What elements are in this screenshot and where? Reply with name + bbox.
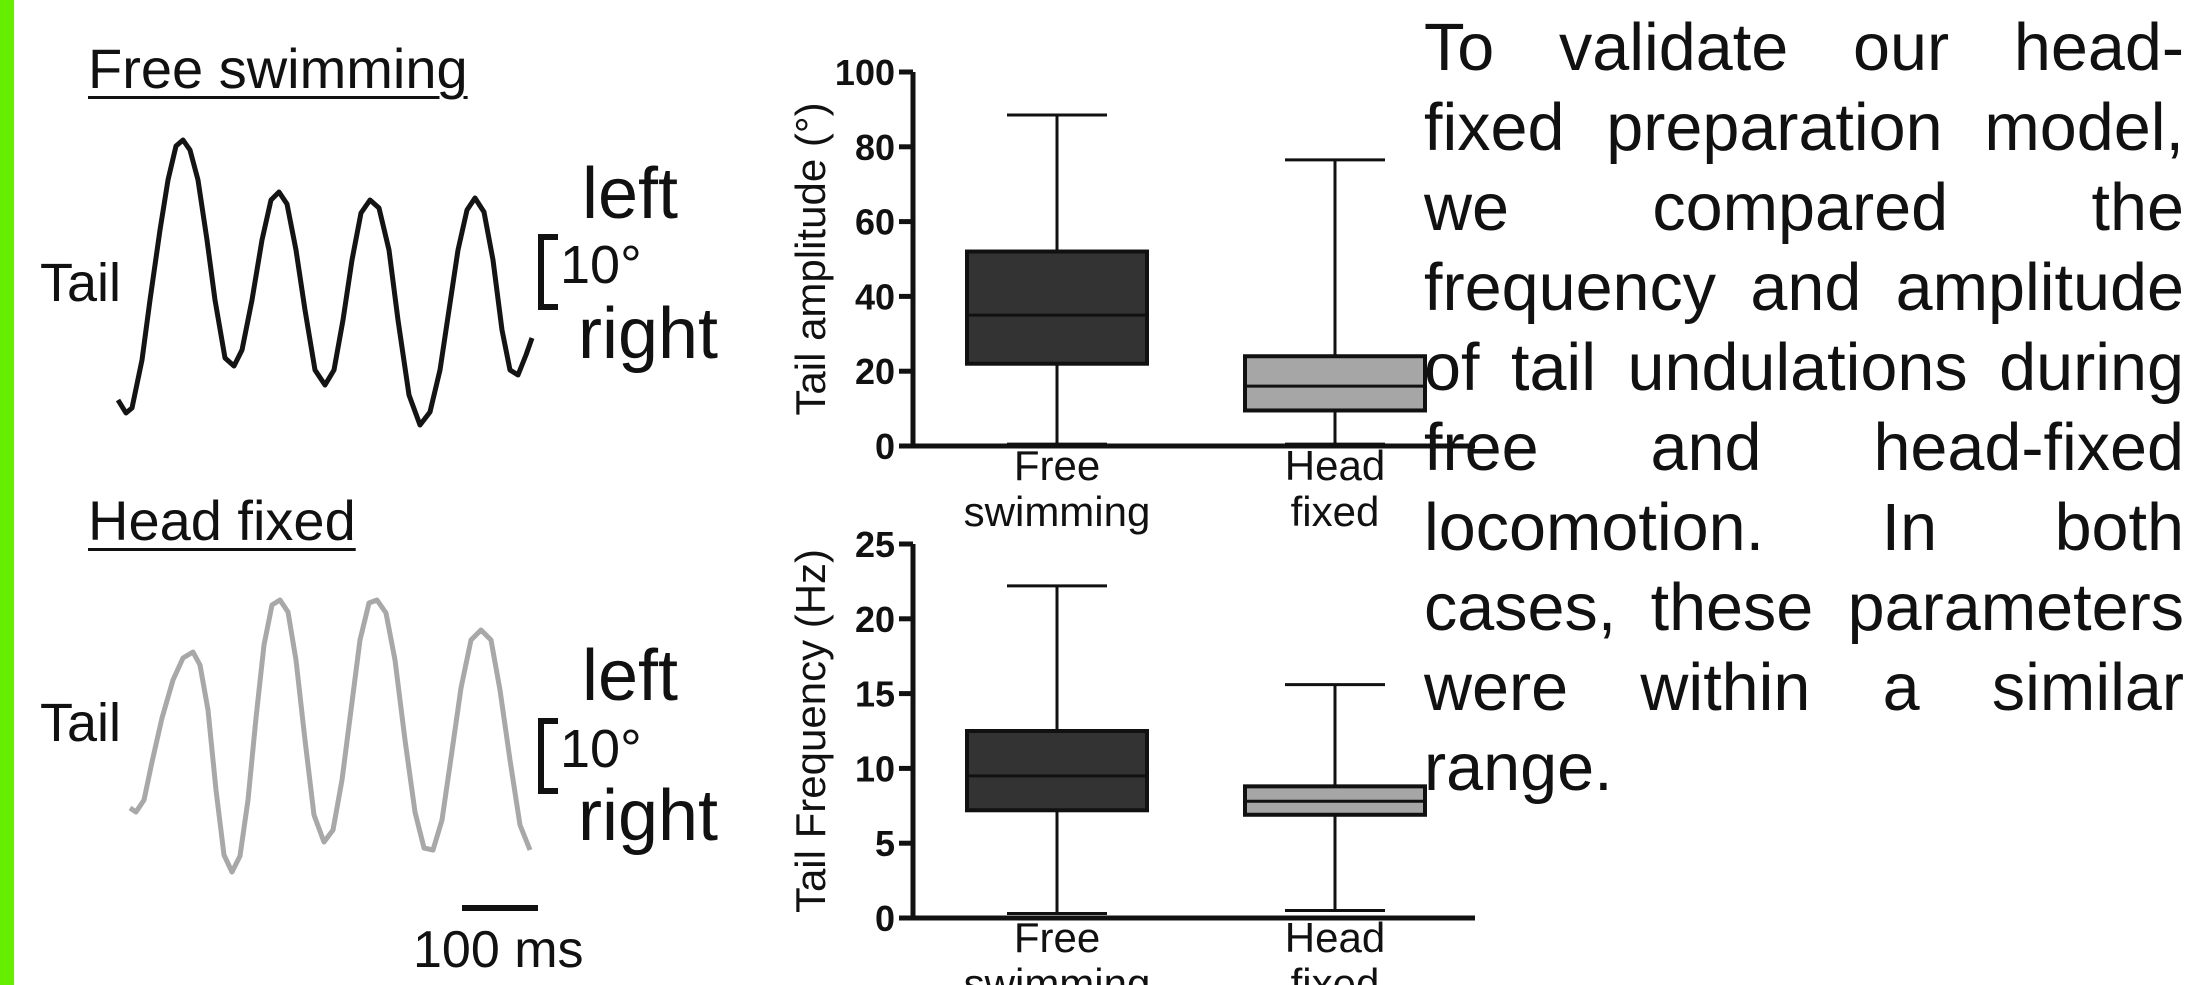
free-scale-value: 10° (560, 235, 642, 295)
head-fixed-trace (128, 597, 533, 875)
category-label: Free swimming (964, 914, 1151, 985)
head-scale-value: 10° (560, 719, 642, 779)
y-tick-label: 10 (855, 748, 895, 789)
head-scale-bracket (538, 718, 558, 794)
y-axis-label: Tail amplitude (°) (787, 102, 834, 415)
head-scale-left: left (582, 636, 679, 716)
category-label: Head fixed (1285, 442, 1385, 535)
y-axis-label: Tail Frequency (Hz) (787, 549, 834, 913)
description-text: To validate our head-fixed preparation m… (1424, 11, 2184, 805)
free-swimming-trace (115, 137, 535, 428)
free-scale-right: right (578, 294, 719, 374)
free-swimming-title: Free swimming (88, 37, 468, 100)
box (965, 729, 1149, 813)
box (965, 249, 1149, 366)
y-tick-label: 0 (875, 898, 895, 939)
head-fixed-title: Head fixed (88, 489, 356, 552)
y-tick-label: 15 (855, 674, 895, 715)
free-scale-bracket (538, 234, 558, 310)
y-tick-label: 0 (875, 426, 895, 467)
head-scale-right: right (578, 776, 719, 856)
y-tick-label: 60 (855, 202, 895, 243)
y-tick-label: 40 (855, 276, 895, 317)
accent-bar (0, 0, 14, 985)
head-tail-label: Tail (40, 693, 122, 753)
y-tick-label: 100 (835, 52, 895, 93)
tail-traces (115, 137, 535, 875)
y-tick-label: 5 (875, 823, 895, 864)
y-tick-label: 25 (855, 524, 895, 565)
y-tick-label: 20 (855, 351, 895, 392)
category-label: Free swimming (964, 442, 1151, 535)
y-tick-label: 80 (855, 127, 895, 168)
time-scale-label: 100 ms (413, 921, 584, 979)
y-tick-label: 20 (855, 599, 895, 640)
box (1243, 354, 1427, 413)
time-scale-bar (462, 905, 538, 911)
free-tail-label: Tail (40, 253, 122, 313)
category-label: Head fixed (1285, 914, 1385, 985)
free-scale-left: left (582, 154, 679, 234)
